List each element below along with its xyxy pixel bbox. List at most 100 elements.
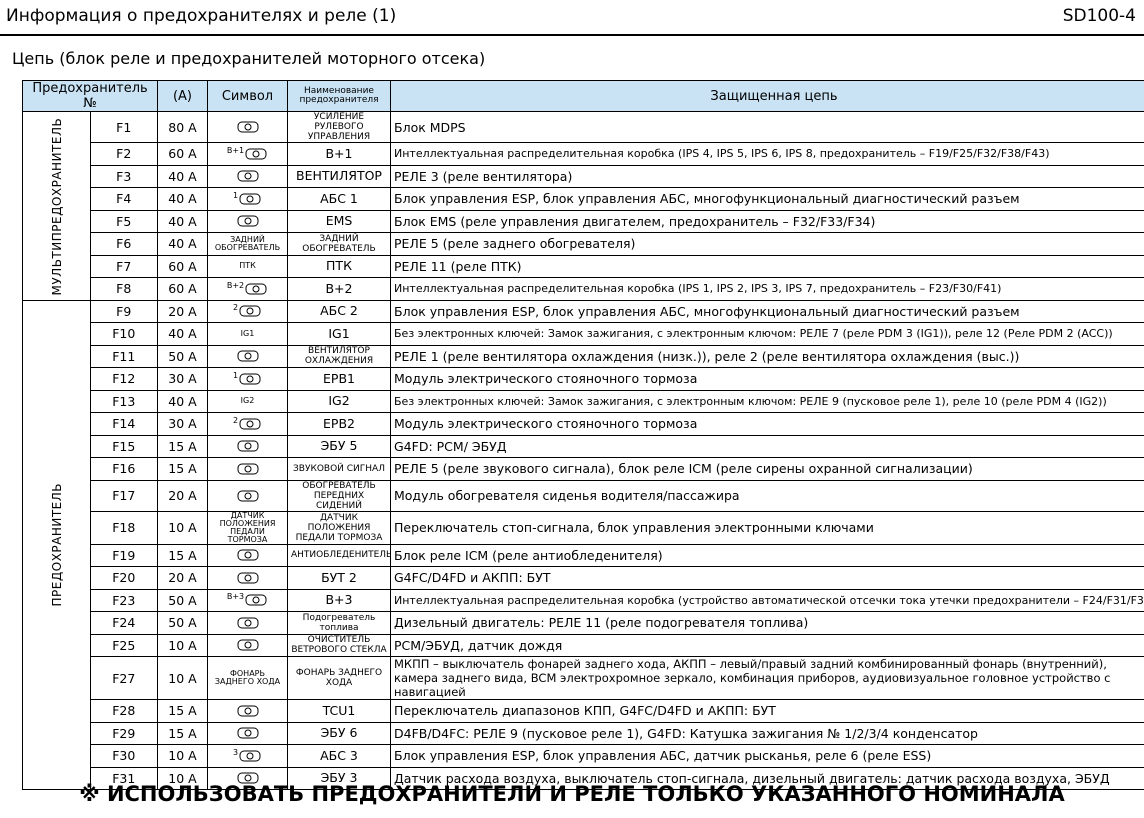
column-header: Предохранитель № — [22, 80, 158, 112]
fuse-name: ЭБУ 3 — [287, 766, 391, 790]
fuse-row: F6 40 A ЗАДНИЙ ОБОГРЕВАТЕЛЬ ЗАДНИЙ ОБОГРЕВА… — [23, 232, 1144, 256]
symbol-icon — [237, 772, 258, 784]
fuse-row: F23 50 A B+3 B+3 Интеллектуальная распредели… — [23, 588, 1144, 612]
fuse-number: F30 — [89, 744, 158, 768]
symbol-icon — [237, 549, 258, 561]
symbol: B+2 — [207, 277, 288, 301]
column-header: Наименование предохранителя — [287, 80, 391, 112]
symbol-text: ЗАДНИЙ ОБОГРЕВАТЕЛЬ — [214, 234, 281, 252]
symbol: ФОНАРЬ ЗАДНЕГО ХОДА — [207, 656, 288, 700]
fuse-rating: 50 A — [157, 588, 208, 612]
fuse-number: F20 — [89, 566, 158, 590]
fuse-number: F16 — [89, 457, 158, 481]
fuse-name: БУТ 2 — [287, 566, 391, 590]
symbol — [207, 633, 288, 657]
protected-circuit: РЕЛЕ 5 (реле заднего обогревателя) — [390, 232, 1144, 256]
fuse-rating: 40 A — [157, 187, 208, 211]
fuse-row: F5 40 A EMS Блок EMS (реле управления двига… — [23, 209, 1144, 233]
fuse-row: F2 60 A B+1 B+1 Интеллектуальная распределит… — [23, 142, 1144, 166]
symbol-icon — [237, 639, 258, 651]
column-header: (A) — [157, 80, 208, 112]
fuse-number: F8 — [89, 277, 158, 301]
protected-circuit: Блок управления ESP, блок управления АБС… — [390, 299, 1144, 323]
symbol-text: 2 — [232, 415, 239, 425]
symbol-icon — [237, 170, 258, 182]
header-row: Предохранитель № (A) Символ Наименование пр… — [22, 80, 1144, 112]
column-header: Защищенная цепь — [390, 80, 1144, 112]
footer-note: ※ ИСПОЛЬЗОВАТЬ ПРЕДОХРАНИТЕЛИ И РЕЛЕ ТОЛ… — [79, 782, 1065, 806]
fuse-name: Подогреватель топлива — [287, 611, 391, 635]
fuse-rating: 40 A — [157, 389, 208, 413]
fuse-name: TCU1 — [287, 699, 391, 723]
symbol-text: 3 — [232, 747, 239, 757]
symbol-icon — [239, 418, 261, 430]
symbol-text: IG2 — [240, 396, 255, 406]
fuse-name: EMS — [287, 209, 391, 233]
fuse-rating: 30 A — [157, 367, 208, 391]
fuse-rating: 15 A — [157, 699, 208, 723]
symbol — [207, 479, 288, 512]
symbol — [207, 344, 288, 368]
symbol-icon — [239, 305, 261, 317]
protected-circuit: G4FD: PCM/ ЭБУД — [390, 434, 1144, 458]
symbol-icon — [239, 373, 261, 385]
protected-circuit: Дизельный двигатель: РЕЛЕ 11 (реле подог… — [390, 611, 1144, 635]
symbol-text: 1 — [232, 370, 239, 380]
fuse-number: F19 — [89, 543, 158, 567]
symbol-text: ПТК — [239, 261, 256, 271]
fuse-number: F14 — [89, 412, 158, 436]
fuse-number: F6 — [89, 232, 158, 256]
fuse-rating: 40 A — [157, 232, 208, 256]
fuse-name: ДАТЧИК ПОЛОЖЕНИЯ ПЕДАЛИ ТОРМОЗА — [287, 510, 391, 545]
fuse-number: F4 — [89, 187, 158, 211]
fuse-row: F24 50 A Подогреватель топлива Дизельный дв… — [23, 611, 1144, 635]
fuse-rating: 10 A — [157, 510, 208, 545]
protected-circuit: Блок управления ESP, блок управления АБС… — [390, 744, 1144, 768]
title: Информация о предохранителях и реле (1) — [6, 6, 397, 26]
protected-circuit: Переключатель стоп-сигнала, блок управле… — [390, 510, 1144, 545]
symbol-icon — [239, 193, 261, 205]
fuse-row: F25 10 A ОЧИСТИТЕЛЬ ВЕТРОВОГО СТЕКЛА PCM/ЭБ… — [23, 633, 1144, 657]
fuse-row: F30 10 A 3 АБС 3 Блок управления ESP, блок у… — [23, 744, 1144, 768]
protected-circuit: Без электронных ключей: Замок зажигания,… — [390, 322, 1144, 346]
fuse-rating: 40 A — [157, 209, 208, 233]
fuse-name: ВЕНТИЛЯТОР — [287, 164, 391, 188]
symbol-text: B+1 — [226, 145, 245, 155]
fuse-row: F18 10 A ДАТЧИК ПОЛОЖЕНИЯ ПЕДАЛИ ТОРМОЗА ДА… — [23, 510, 1144, 545]
fuse-name: АБС 3 — [287, 744, 391, 768]
group-label: ПРЕДОХРАНИТЕЛЬ — [22, 300, 90, 790]
fuse-row: МУЛЬТИПРЕДОХРАНИТЕЛЬ F1 80 A УСИЛЕНИЕ РУЛЕВ… — [22, 111, 1144, 300]
symbol: 3 — [207, 744, 288, 768]
symbol: 2 — [207, 299, 288, 323]
fuse-name: IG2 — [287, 389, 391, 413]
fuse-name: АБС 2 — [287, 299, 391, 323]
fuse-rating: 60 A — [157, 142, 208, 166]
symbol: ПТК — [207, 254, 288, 278]
symbol — [207, 566, 288, 590]
fuse-number: F11 — [89, 344, 158, 368]
protected-circuit: Блок реле ICM (реле антиобледенителя) — [390, 543, 1144, 567]
fuse-rating: 10 A — [157, 633, 208, 657]
symbol-text: B+3 — [226, 592, 245, 602]
fuse-row: F31 10 A ЭБУ 3 Датчик расхода воздуха, выкл… — [23, 766, 1144, 790]
protected-circuit: Интеллектуальная распределительная короб… — [390, 588, 1144, 612]
protected-circuit: Модуль электрического стояночного тормоз… — [390, 367, 1144, 391]
rule — [0, 34, 1144, 36]
fuse-row: F11 50 A ВЕНТИЛЯТОР ОХЛАЖДЕНИЯ РЕЛЕ 1 (реле… — [23, 344, 1144, 368]
symbol: IG2 — [207, 389, 288, 413]
symbol-icon — [237, 350, 258, 362]
fuse-number: F25 — [89, 633, 158, 657]
symbol — [207, 209, 288, 233]
symbol: B+1 — [207, 142, 288, 166]
symbol — [207, 457, 288, 481]
symbol: 2 — [207, 412, 288, 436]
fuse-name: ПТК — [287, 254, 391, 278]
symbol-text: ДАТЧИК ПОЛОЖЕНИЯ ПЕДАЛИ ТОРМОЗА — [219, 511, 276, 544]
fuse-name: ВЕНТИЛЯТОР ОХЛАЖДЕНИЯ — [287, 344, 391, 368]
fuse-number: F1 — [89, 111, 158, 143]
fuse-name: ЗАДНИЙ ОБОГРЕВАТЕЛЬ — [287, 232, 391, 256]
fuse-rating: 15 A — [157, 543, 208, 567]
fuse-number: F2 — [89, 142, 158, 166]
fuse-row: F8 60 A B+2 B+2 Интеллектуальная распределит… — [23, 277, 1144, 301]
fuse-rating: 50 A — [157, 344, 208, 368]
